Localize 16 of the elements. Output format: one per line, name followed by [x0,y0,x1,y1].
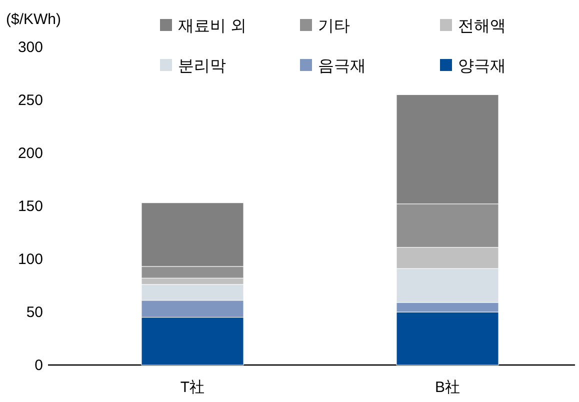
y-tick-label: 200 [18,145,43,162]
x-tick-label: B社 [434,379,460,396]
y-tick-label: 50 [26,304,43,321]
legend-label: 전해액 [458,18,506,35]
legend-label: 분리막 [178,58,226,75]
y-tick-label: 300 [18,39,43,56]
legend-label: 기타 [318,18,350,35]
y-tick-label: 0 [34,357,43,374]
x-tick-label: T社 [180,379,205,396]
y-axis-title: ($/KWh) [6,11,62,28]
legend-label: 양극재 [458,58,506,75]
y-tick-label: 100 [18,251,43,268]
legend-label: 음극재 [318,58,366,75]
y-tick-label: 150 [18,198,43,215]
legend-label: 재료비 외 [178,18,246,35]
y-tick-label: 250 [18,92,43,109]
